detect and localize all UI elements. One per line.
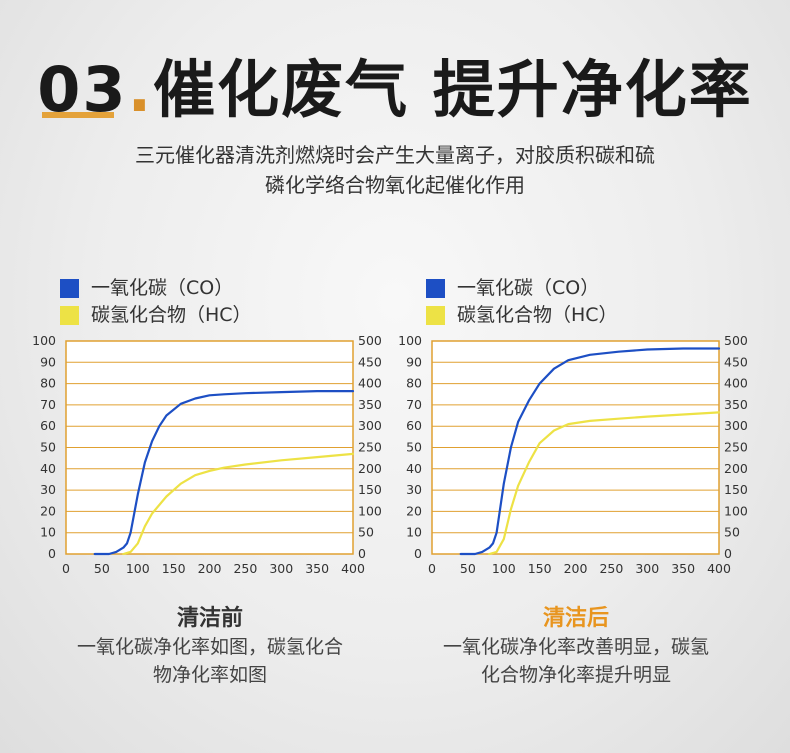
legend-co-label: 一氧化碳（CO）	[457, 277, 600, 299]
legend-hc-swatch	[426, 306, 445, 325]
x-tick-label: 50	[460, 561, 476, 576]
y-left-tick-label: 50	[40, 440, 56, 455]
chart-before-caption: 一氧化碳净化率如图，碳氢化合 物净化率如图	[30, 633, 390, 689]
chart-before-plot: 0 10 20 30 40 50 60 70 80 90 100 0 50 100 150 200 250 300…	[32, 333, 382, 576]
series-line-hc	[122, 452, 355, 556]
y-left-tick-label: 90	[406, 354, 422, 369]
y-left-tick-label: 70	[406, 397, 422, 412]
y-right-tick-label: 250	[724, 440, 748, 455]
y-right-tick-label: 450	[358, 354, 382, 369]
series-line-hc	[488, 411, 721, 556]
x-tick-label: 250	[599, 561, 623, 576]
legend-co: 一氧化碳（CO）	[426, 276, 599, 300]
x-tick-label: 400	[707, 561, 731, 576]
legend-hc-label: 碳氢化合物（HC）	[91, 304, 252, 326]
y-left-tick-label: 20	[406, 503, 422, 518]
chart-before: 一氧化碳（CO） 碳氢化合物（HC） 0 10 20 30 40 50 60 70 80 90 10…	[30, 270, 390, 600]
chart-after-caption-line-1: 一氧化碳净化率改善明显，碳氢	[442, 636, 709, 658]
chart-after-plot: 0 10 20 30 40 50 60 70 80 90 100 0 50 100 150 200 250 300…	[398, 333, 748, 576]
y-right-tick-label: 300	[724, 418, 748, 433]
page-title: 03.催化废气 提升净化率	[0, 52, 790, 128]
y-left-tick-label: 40	[406, 461, 422, 476]
y-left-tick-label: 10	[406, 525, 422, 540]
y-left-tick-label: 50	[406, 440, 422, 455]
legend-co-swatch	[60, 279, 79, 298]
subtitle-line-1: 三元催化器清洗剂燃烧时会产生大量离子，对胶质积碳和硫	[135, 143, 655, 167]
y-right-tick-label: 100	[724, 503, 748, 518]
y-left-tick-label: 0	[48, 546, 56, 561]
y-right-tick-label: 400	[358, 376, 382, 391]
y-left-tick-label: 70	[40, 397, 56, 412]
legend-hc: 碳氢化合物（HC）	[426, 303, 618, 327]
chart-after-caption-line-2: 化合物净化率提升明显	[480, 664, 671, 686]
y-left-tick-label: 60	[406, 418, 422, 433]
x-tick-label: 200	[564, 561, 588, 576]
y-left-tick-label: 80	[40, 376, 56, 391]
y-left-tick-label: 30	[40, 482, 56, 497]
legend-hc-swatch	[60, 306, 79, 325]
chart-after: 一氧化碳（CO） 碳氢化合物（HC） 0 10 20 30 40 50 60 70 80 90 10…	[396, 270, 756, 600]
x-tick-label: 350	[671, 561, 695, 576]
x-tick-label: 0	[62, 561, 70, 576]
x-tick-label: 350	[305, 561, 329, 576]
x-tick-label: 300	[269, 561, 293, 576]
legend-hc: 碳氢化合物（HC）	[60, 303, 252, 327]
y-left-tick-label: 90	[40, 354, 56, 369]
y-right-tick-label: 300	[358, 418, 382, 433]
chart-after-caption: 一氧化碳净化率改善明显，碳氢 化合物净化率提升明显	[396, 633, 756, 689]
legend-co-label: 一氧化碳（CO）	[91, 277, 234, 299]
y-right-tick-label: 200	[358, 461, 382, 476]
x-tick-label: 300	[635, 561, 659, 576]
y-left-tick-label: 80	[406, 376, 422, 391]
series-line-co	[93, 390, 355, 556]
y-left-tick-label: 100	[398, 333, 422, 348]
y-right-tick-label: 50	[724, 525, 740, 540]
y-right-tick-label: 150	[358, 482, 382, 497]
x-tick-label: 100	[492, 561, 516, 576]
y-left-tick-label: 40	[40, 461, 56, 476]
y-left-tick-label: 30	[406, 482, 422, 497]
legend-co-swatch	[426, 279, 445, 298]
legend-co: 一氧化碳（CO）	[60, 276, 233, 300]
title-dot: .	[127, 53, 154, 126]
y-left-tick-label: 60	[40, 418, 56, 433]
y-right-tick-label: 250	[358, 440, 382, 455]
y-right-tick-label: 400	[724, 376, 748, 391]
y-right-tick-label: 0	[358, 546, 366, 561]
x-tick-label: 150	[162, 561, 186, 576]
x-tick-label: 100	[126, 561, 150, 576]
y-left-tick-label: 100	[32, 333, 56, 348]
y-right-tick-label: 100	[358, 503, 382, 518]
title-text: 催化废气 提升净化率	[153, 53, 753, 126]
subtitle-line-2: 磷化学络合物氧化起催化作用	[265, 173, 525, 197]
x-tick-label: 400	[341, 561, 365, 576]
y-right-tick-label: 0	[724, 546, 732, 561]
y-right-tick-label: 500	[358, 333, 382, 348]
chart-before-caption-title: 清洁前	[176, 606, 243, 631]
y-left-tick-label: 10	[40, 525, 56, 540]
series-line-co	[459, 347, 721, 556]
y-right-tick-label: 450	[724, 354, 748, 369]
x-tick-label: 250	[233, 561, 257, 576]
y-right-tick-label: 200	[724, 461, 748, 476]
x-tick-label: 200	[198, 561, 222, 576]
chart-after-caption-title: 清洁后	[542, 606, 609, 631]
y-left-tick-label: 20	[40, 503, 56, 518]
y-right-tick-label: 500	[724, 333, 748, 348]
y-right-tick-label: 50	[358, 525, 374, 540]
chart-before-caption-line-2: 物净化率如图	[152, 664, 267, 686]
title-accent-underline	[42, 112, 114, 118]
chart-before-caption-line-1: 一氧化碳净化率如图，碳氢化合	[76, 636, 343, 658]
y-right-tick-label: 150	[724, 482, 748, 497]
y-right-tick-label: 350	[724, 397, 748, 412]
y-left-tick-label: 0	[414, 546, 422, 561]
legend-hc-label: 碳氢化合物（HC）	[457, 304, 618, 326]
x-tick-label: 50	[94, 561, 110, 576]
y-right-tick-label: 350	[358, 397, 382, 412]
x-tick-label: 0	[428, 561, 436, 576]
x-tick-label: 150	[528, 561, 552, 576]
